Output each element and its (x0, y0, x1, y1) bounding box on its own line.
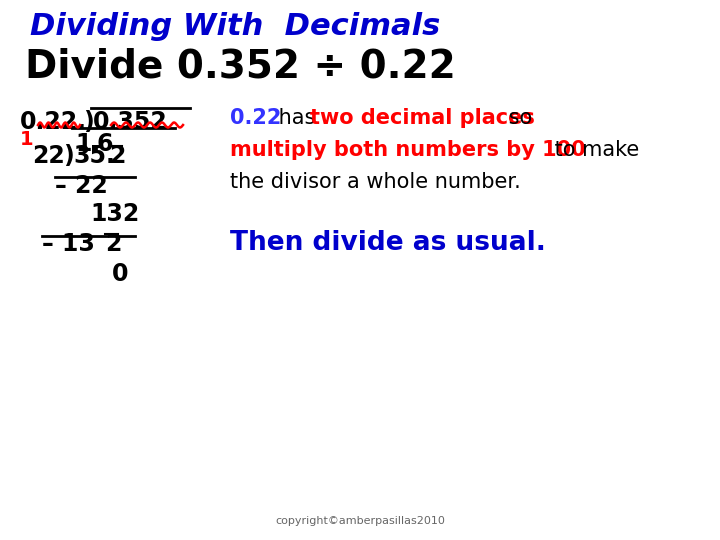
Text: 0.22: 0.22 (230, 108, 282, 128)
Text: 0.352: 0.352 (93, 110, 168, 134)
Text: two decimal places: two decimal places (310, 108, 535, 128)
Text: the divisor a whole number.: the divisor a whole number. (230, 172, 521, 192)
Text: copyright©amberpasillas2010: copyright©amberpasillas2010 (275, 516, 445, 526)
Text: 0.22.: 0.22. (20, 110, 87, 134)
Text: to make: to make (548, 140, 639, 160)
Text: 2: 2 (105, 232, 122, 256)
Text: – 13: – 13 (42, 232, 95, 256)
Text: has: has (272, 108, 322, 128)
Text: 6: 6 (96, 132, 112, 156)
Text: 132: 132 (90, 202, 139, 226)
Text: so: so (502, 108, 532, 128)
Text: 35.: 35. (73, 144, 115, 168)
Text: 1: 1 (20, 130, 34, 149)
Text: ): ) (63, 144, 73, 168)
Text: 0: 0 (112, 262, 128, 286)
Text: 2: 2 (109, 144, 125, 168)
Text: – 22: – 22 (55, 174, 108, 198)
Text: 22: 22 (32, 144, 65, 168)
Text: multiply both numbers by 100: multiply both numbers by 100 (230, 140, 585, 160)
Text: Divide 0.352 ÷ 0.22: Divide 0.352 ÷ 0.22 (25, 47, 456, 85)
Text: ): ) (83, 110, 94, 134)
Text: 1.: 1. (75, 132, 100, 156)
Text: Dividing With  Decimals: Dividing With Decimals (30, 12, 440, 41)
Text: Then divide as usual.: Then divide as usual. (230, 230, 546, 256)
